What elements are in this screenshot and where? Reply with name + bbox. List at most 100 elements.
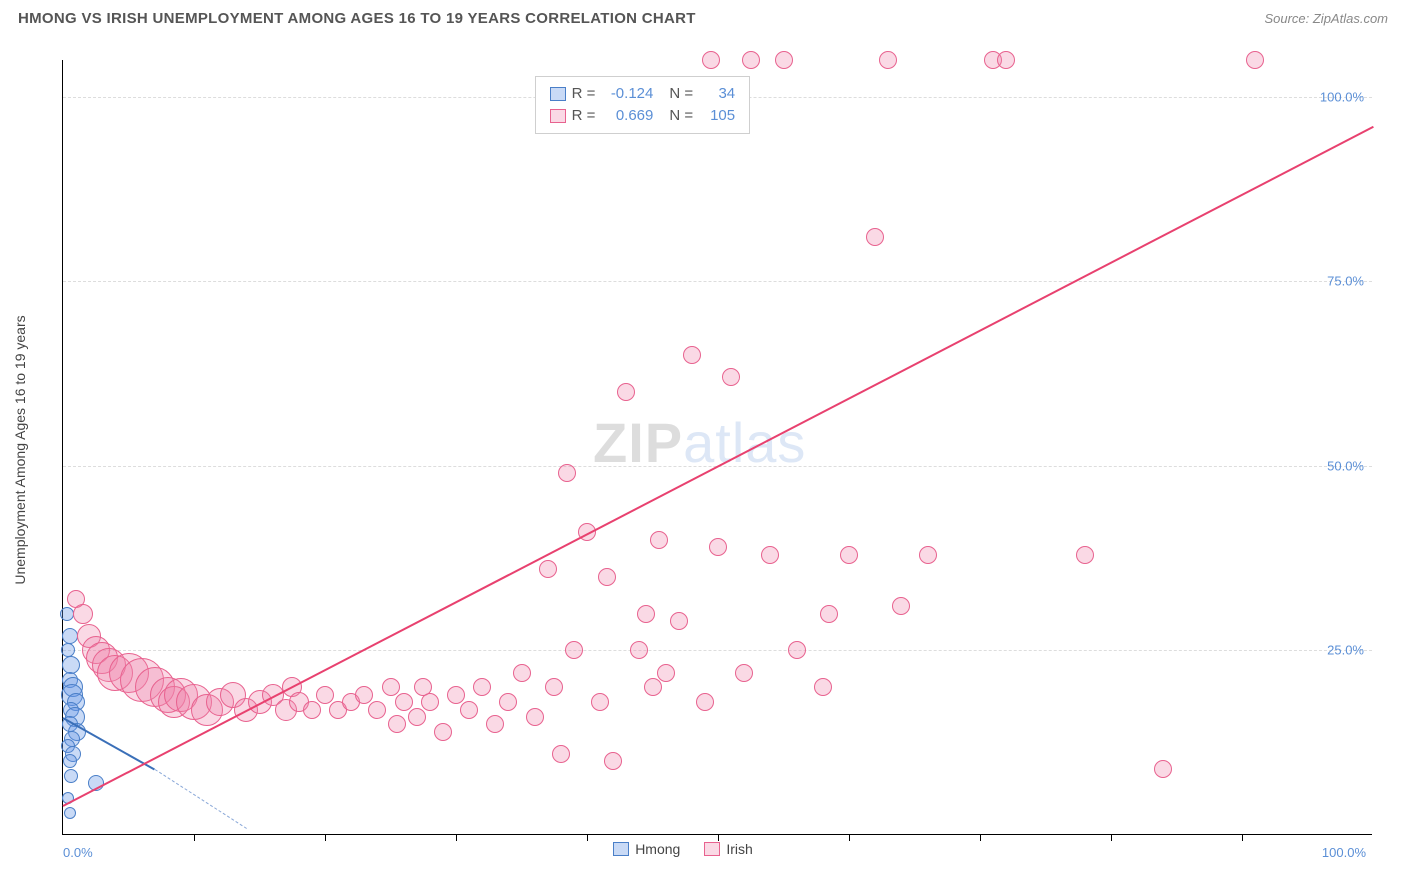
x-tick-mark <box>587 835 588 841</box>
irish-data-point <box>473 678 491 696</box>
irish-data-point <box>1154 760 1172 778</box>
r-label: R = <box>572 107 596 124</box>
irish-data-point <box>709 538 727 556</box>
n-value: 105 <box>699 107 735 124</box>
irish-data-point <box>702 51 720 69</box>
irish-data-point <box>657 664 675 682</box>
irish-data-point <box>761 546 779 564</box>
irish-data-point <box>539 560 557 578</box>
irish-data-point <box>526 708 544 726</box>
x-tick-mark <box>456 835 457 841</box>
y-tick-label: 100.0% <box>1320 89 1364 104</box>
watermark-atlas: atlas <box>683 411 806 474</box>
trend-line <box>154 769 246 829</box>
irish-data-point <box>814 678 832 696</box>
x-tick-mark <box>980 835 981 841</box>
irish-data-point <box>316 686 334 704</box>
irish-data-point <box>735 664 753 682</box>
y-axis-label: Unemployment Among Ages 16 to 19 years <box>12 315 28 584</box>
irish-data-point <box>1076 546 1094 564</box>
x-tick-mark <box>1242 835 1243 841</box>
irish-data-point <box>545 678 563 696</box>
irish-data-point <box>447 686 465 704</box>
r-label: R = <box>572 85 596 102</box>
correlation-chart: Unemployment Among Ages 16 to 19 years Z… <box>40 40 1390 860</box>
x-tick-mark <box>325 835 326 841</box>
irish-data-point <box>696 693 714 711</box>
irish-data-point <box>513 664 531 682</box>
irish-data-point <box>637 605 655 623</box>
hmong-data-point <box>64 807 76 819</box>
hmong-data-point <box>62 628 78 644</box>
irish-data-point <box>1246 51 1264 69</box>
irish-data-point <box>552 745 570 763</box>
irish-data-point <box>840 546 858 564</box>
irish-data-point <box>997 51 1015 69</box>
irish-data-point <box>604 752 622 770</box>
irish-data-point <box>683 346 701 364</box>
irish-data-point <box>421 693 439 711</box>
irish-data-point <box>408 708 426 726</box>
gridline <box>63 281 1372 282</box>
irish-data-point <box>788 641 806 659</box>
irish-data-point <box>919 546 937 564</box>
irish-data-point <box>382 678 400 696</box>
irish-data-point <box>892 597 910 615</box>
irish-data-point <box>650 531 668 549</box>
stats-row: R = -0.124 N = 34 <box>550 83 736 105</box>
series-swatch <box>550 87 566 101</box>
irish-data-point <box>303 701 321 719</box>
irish-data-point <box>670 612 688 630</box>
watermark-zip: ZIP <box>593 411 683 474</box>
hmong-data-point <box>63 754 77 768</box>
irish-data-point <box>866 228 884 246</box>
x-tick-mark <box>194 835 195 841</box>
legend-swatch <box>704 842 720 856</box>
x-axis-max-label: 100.0% <box>1322 845 1366 860</box>
irish-data-point <box>591 693 609 711</box>
irish-data-point <box>565 641 583 659</box>
n-value: 34 <box>699 85 735 102</box>
legend-label: Irish <box>726 841 752 857</box>
irish-data-point <box>617 383 635 401</box>
irish-data-point <box>460 701 478 719</box>
irish-data-point <box>644 678 662 696</box>
irish-data-point <box>486 715 504 733</box>
series-swatch <box>550 109 566 123</box>
r-value: -0.124 <box>601 85 653 102</box>
n-label: N = <box>669 85 693 102</box>
legend-item: Hmong <box>613 841 680 857</box>
irish-data-point <box>630 641 648 659</box>
irish-data-point <box>598 568 616 586</box>
y-tick-label: 50.0% <box>1327 458 1364 473</box>
irish-data-point <box>368 701 386 719</box>
x-tick-mark <box>849 835 850 841</box>
irish-data-point <box>73 604 93 624</box>
y-tick-label: 25.0% <box>1327 643 1364 658</box>
irish-data-point <box>558 464 576 482</box>
irish-data-point <box>395 693 413 711</box>
chart-legend: Hmong Irish <box>613 841 753 857</box>
irish-data-point <box>820 605 838 623</box>
irish-data-point <box>388 715 406 733</box>
irish-data-point <box>775 51 793 69</box>
irish-data-point <box>879 51 897 69</box>
gridline <box>63 650 1372 651</box>
r-value: 0.669 <box>601 107 653 124</box>
irish-data-point <box>355 686 373 704</box>
plot-area: ZIPatlas 25.0%50.0%75.0%100.0%0.0%100.0%… <box>62 60 1372 835</box>
hmong-data-point <box>61 643 75 657</box>
page-title: HMONG VS IRISH UNEMPLOYMENT AMONG AGES 1… <box>18 10 696 27</box>
n-label: N = <box>669 107 693 124</box>
irish-data-point <box>722 368 740 386</box>
x-axis-min-label: 0.0% <box>63 845 93 860</box>
source-attribution: Source: ZipAtlas.com <box>1264 11 1388 26</box>
trend-line <box>63 127 1374 808</box>
irish-data-point <box>742 51 760 69</box>
legend-label: Hmong <box>635 841 680 857</box>
irish-data-point <box>434 723 452 741</box>
legend-item: Irish <box>704 841 752 857</box>
stats-row: R = 0.669 N = 105 <box>550 105 736 127</box>
irish-data-point <box>499 693 517 711</box>
y-tick-label: 75.0% <box>1327 274 1364 289</box>
